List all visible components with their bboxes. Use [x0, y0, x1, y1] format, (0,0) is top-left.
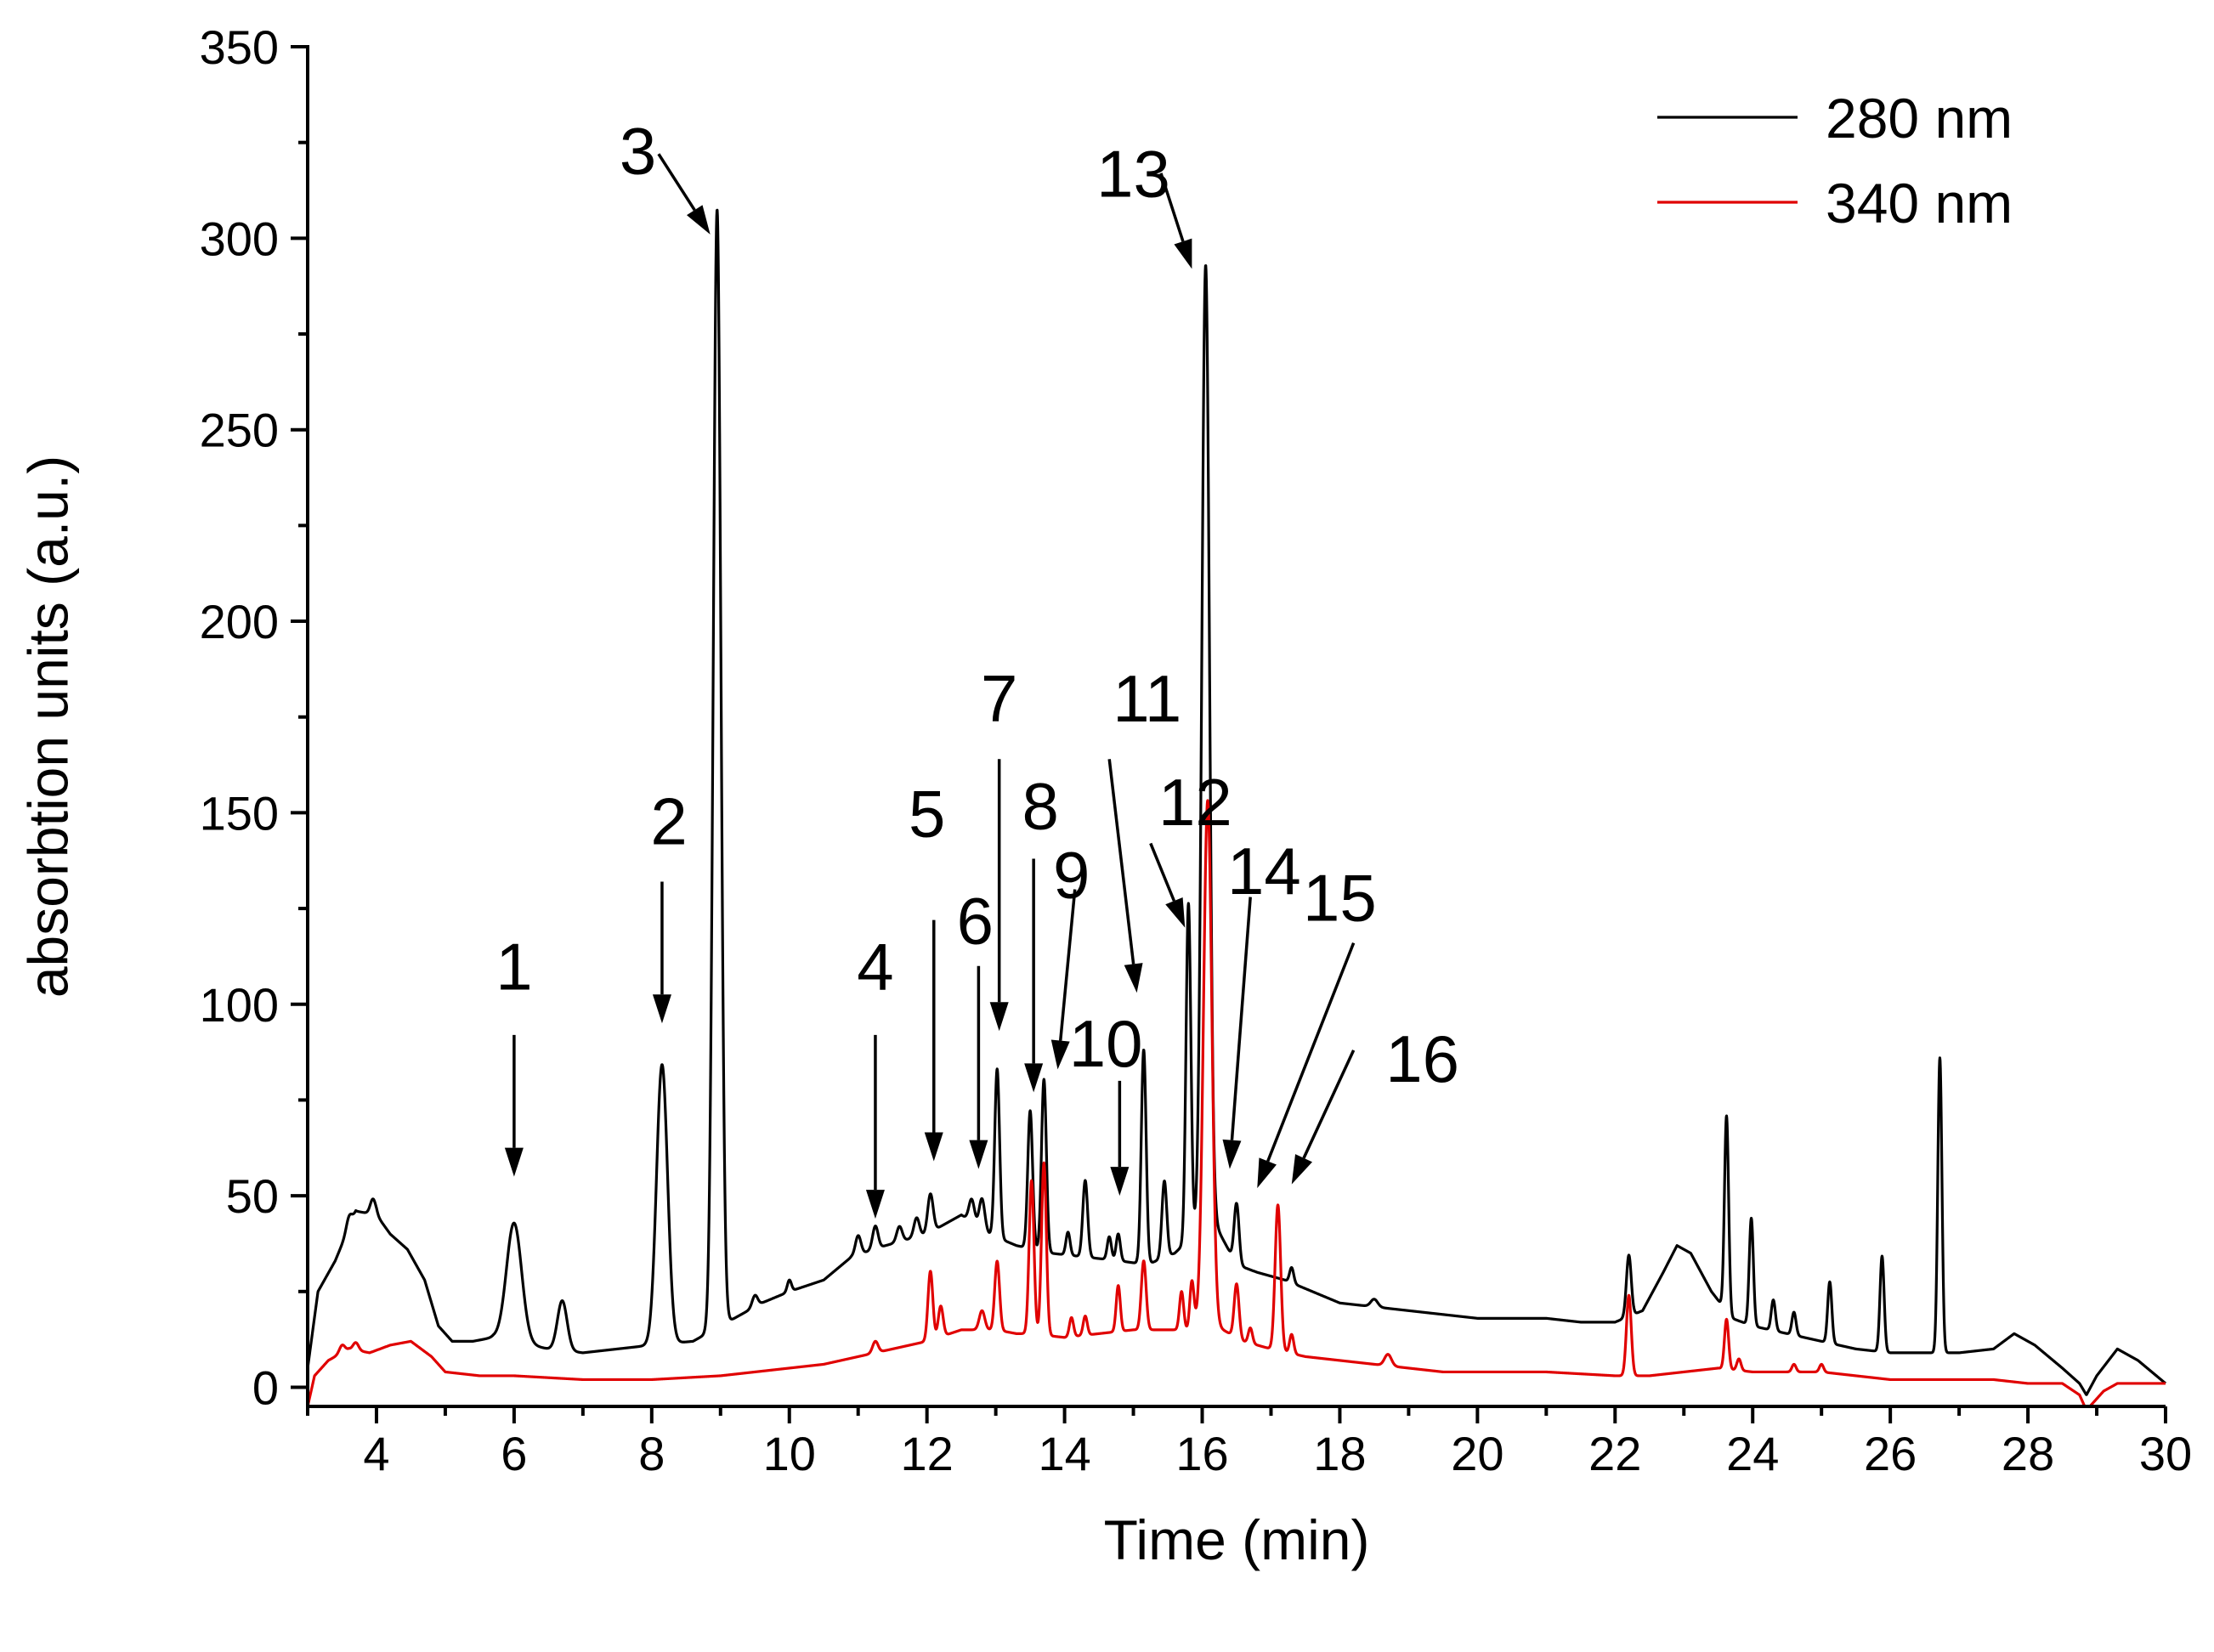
x-tick-label: 12: [901, 1427, 954, 1480]
y-tick-label: 250: [200, 404, 279, 457]
peak-label: 9: [1053, 838, 1090, 913]
series-layer: [306, 208, 2167, 1408]
annotation-arrowhead: [989, 1002, 1009, 1032]
peak-label: 3: [620, 114, 656, 189]
annotation-arrow-line: [1149, 842, 1176, 902]
peak-annotation-8: 8: [1022, 768, 1059, 1093]
peak-label: 14: [1227, 834, 1301, 908]
y-tick-label: 350: [200, 20, 279, 74]
peak-label: 12: [1158, 765, 1232, 840]
annotation-arrowhead: [865, 1190, 885, 1219]
annotation-arrow-line: [1159, 173, 1185, 242]
peak-label: 13: [1096, 137, 1170, 212]
annotation-arrow-line: [1266, 942, 1356, 1163]
annotation-arrowhead: [1291, 1154, 1313, 1185]
annotation-arrowhead: [687, 205, 711, 235]
axes: 4 6 8 10 12 14 16 18 20 22 24 26 28 30050100150200250…: [200, 20, 2193, 1480]
y-tick-label: 300: [200, 212, 279, 265]
peak-annotation-11: 11: [1107, 661, 1181, 993]
peak-annotation-7: 7: [981, 661, 1017, 1032]
x-tick-label: 30: [2139, 1427, 2192, 1480]
y-axis-title: absorbtion units (a.u.): [16, 455, 79, 998]
peak-label: 8: [1022, 768, 1059, 843]
annotation-arrowhead: [1124, 963, 1143, 993]
annotation-arrowhead: [1024, 1063, 1044, 1093]
peak-annotation-15: 15: [1257, 861, 1377, 1189]
annotation-arrow-line: [1058, 889, 1077, 1041]
x-axis-title: Time (min): [1104, 1508, 1370, 1571]
annotation-arrowhead: [652, 994, 671, 1024]
annotation-arrowhead: [504, 1147, 524, 1177]
annotation-arrowhead: [1110, 1167, 1130, 1197]
annotation-arrowhead: [1165, 897, 1186, 928]
peak-label: 15: [1303, 861, 1377, 936]
x-tick-label: 26: [1864, 1427, 1917, 1480]
peak-label: 7: [981, 661, 1017, 736]
series-line-340-nm: [306, 799, 2167, 1408]
peak-label: 2: [650, 784, 687, 858]
peak-annotation-12: 12: [1149, 765, 1232, 928]
legend-label: 280 nm: [1826, 87, 2013, 150]
peak-label: 5: [909, 776, 945, 851]
x-tick-label: 24: [1726, 1427, 1779, 1480]
annotation-arrow-line: [1302, 1049, 1356, 1159]
x-tick-label: 4: [363, 1427, 389, 1480]
y-tick-label: 50: [226, 1169, 279, 1223]
peak-annotation-1: 1: [495, 930, 533, 1177]
y-tick-label: 150: [200, 786, 279, 840]
y-tick-label: 200: [200, 595, 279, 648]
annotation-arrow-line: [657, 153, 696, 212]
x-tick-label: 18: [1313, 1427, 1366, 1480]
peak-annotation-13: 13: [1096, 137, 1192, 269]
peak-label: 4: [857, 930, 893, 1004]
peak-annotation-14: 14: [1222, 834, 1301, 1169]
x-tick-label: 10: [763, 1427, 816, 1480]
x-tick-label: 16: [1175, 1427, 1228, 1480]
annotation-arrowhead: [1222, 1139, 1242, 1169]
x-tick-label: 14: [1038, 1427, 1090, 1480]
x-tick-label: 6: [501, 1427, 527, 1480]
peak-label: 16: [1385, 1021, 1459, 1096]
peak-annotation-4: 4: [857, 930, 894, 1219]
annotation-arrow-line: [1107, 759, 1135, 965]
peak-label: 11: [1113, 661, 1181, 736]
legend: 280 nm 340 nm: [1657, 87, 2013, 235]
peak-label: 6: [957, 884, 994, 959]
annotation-arrowhead: [1050, 1039, 1070, 1070]
annotation-arrowhead: [924, 1132, 943, 1162]
peak-label: 1: [495, 930, 532, 1004]
peak-annotation-5: 5: [909, 776, 945, 1162]
peak-annotation-10: 10: [1069, 1006, 1143, 1197]
peak-annotation-9: 9: [1050, 838, 1090, 1070]
series-line-280-nm: [306, 208, 2167, 1396]
x-tick-label: 20: [1451, 1427, 1503, 1480]
peak-annotation-6: 6: [957, 884, 994, 1169]
peak-annotation-3: 3: [620, 114, 711, 235]
peak-annotation-2: 2: [650, 784, 688, 1024]
x-tick-label: 22: [1588, 1427, 1641, 1480]
legend-label: 340 nm: [1826, 172, 2013, 235]
annotation-arrowhead: [1174, 238, 1192, 269]
y-tick-label: 0: [252, 1361, 279, 1414]
peak-annotation-16: 16: [1291, 1021, 1459, 1185]
x-tick-label: 8: [638, 1427, 665, 1480]
x-tick-label: 28: [2002, 1427, 2054, 1480]
annotation-arrowhead: [969, 1140, 988, 1169]
annotation-arrowhead: [1257, 1157, 1277, 1189]
peak-label: 10: [1069, 1006, 1143, 1081]
y-tick-label: 100: [200, 978, 279, 1032]
annotation-arrow-line: [1230, 897, 1252, 1140]
